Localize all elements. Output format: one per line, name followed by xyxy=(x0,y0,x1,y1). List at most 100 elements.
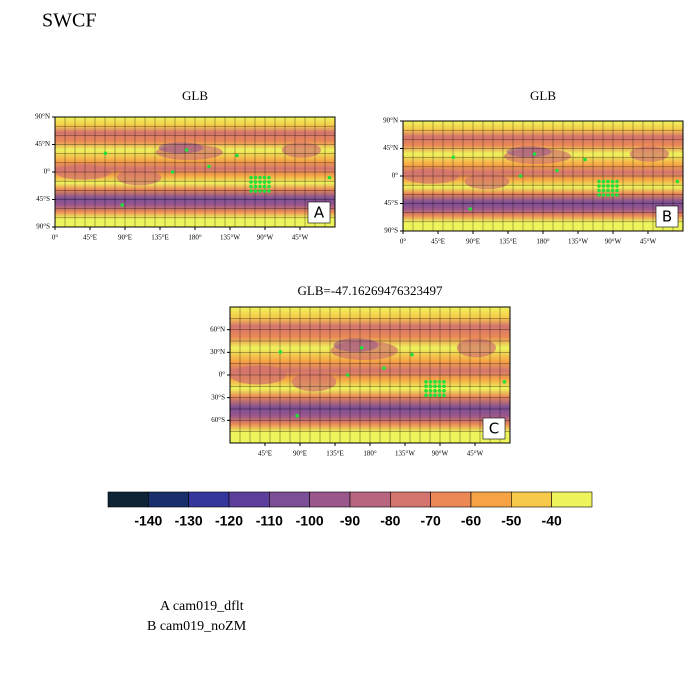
significance-dot xyxy=(615,188,619,193)
significance-dot xyxy=(249,175,253,180)
panel-title: GLB=-47.16269476323497 xyxy=(298,283,443,298)
significance-dot xyxy=(615,179,619,184)
lat-tick-label: 0° xyxy=(392,172,399,180)
lon-tick-label: 135°E xyxy=(151,234,169,242)
significance-dot xyxy=(428,393,433,398)
colorbar-box xyxy=(349,491,391,508)
lat-tick-label: 0° xyxy=(44,168,51,176)
colorbar-box xyxy=(188,491,230,508)
cloud-patch xyxy=(506,146,552,158)
panel-title: GLB xyxy=(530,88,556,103)
significance-dot xyxy=(262,189,267,193)
significance-dot xyxy=(601,193,606,197)
lat-tick-label: 90°S xyxy=(384,227,398,235)
lon-tick-label: 180° xyxy=(363,450,377,458)
significance-dot xyxy=(258,180,262,184)
significance-dot xyxy=(382,366,386,371)
significance-dot xyxy=(597,188,601,193)
panel-label: A xyxy=(314,204,325,222)
cloud-patch xyxy=(333,338,379,352)
significance-dot xyxy=(468,207,473,211)
significance-dot xyxy=(606,179,610,184)
colorbar-box xyxy=(228,491,270,508)
lat-tick-label: 60°N xyxy=(210,325,225,333)
legend-entry: B cam019_noZM xyxy=(147,619,247,634)
lon-tick-label: 135°W xyxy=(395,450,415,458)
lon-tick-label: 135°E xyxy=(326,450,344,458)
colorbar-box xyxy=(309,491,351,508)
significance-dot xyxy=(184,148,189,152)
lon-tick-label: 90°W xyxy=(605,238,622,246)
significance-dot xyxy=(253,184,258,189)
colorbar-label: -70 xyxy=(421,513,441,529)
significance-dot xyxy=(267,184,271,189)
significance-dot xyxy=(262,180,267,184)
significance-dot xyxy=(597,184,601,188)
colorbar-label: -120 xyxy=(215,513,243,529)
panel-label: B xyxy=(662,208,672,226)
lat-tick-label: 0° xyxy=(219,371,226,379)
significance-dot xyxy=(327,175,332,180)
significance-dot xyxy=(442,380,446,384)
lon-tick-label: 45°E xyxy=(83,234,97,242)
significance-dot xyxy=(249,180,253,184)
colorbar-label: -90 xyxy=(340,513,360,529)
lon-tick-label: 45°E xyxy=(431,238,445,246)
significance-dot xyxy=(442,384,446,389)
map xyxy=(54,116,336,228)
significance-dot xyxy=(437,380,442,384)
significance-dot xyxy=(253,189,258,193)
significance-dot xyxy=(424,393,428,398)
panel-label: C xyxy=(489,420,499,438)
lon-tick-label: 45°E xyxy=(258,450,272,458)
lat-tick-label: 90°N xyxy=(35,113,50,121)
figure-title: SWCF xyxy=(42,10,96,32)
panel-label-box xyxy=(482,417,506,440)
significance-dot xyxy=(267,189,271,193)
lat-tick-label: 45°N xyxy=(383,144,398,152)
colorbar-label: -110 xyxy=(256,513,283,529)
significance-dot xyxy=(170,170,175,174)
lon-tick-label: 90°W xyxy=(257,234,274,242)
panel-label-box xyxy=(655,205,679,228)
significance-dot xyxy=(410,352,414,357)
significance-dot xyxy=(258,189,262,193)
significance-dot xyxy=(249,189,253,193)
significance-dot xyxy=(601,188,606,193)
colorbar-label: -60 xyxy=(461,513,481,529)
lon-tick-label: 180° xyxy=(188,234,202,242)
significance-dot xyxy=(258,184,262,189)
colorbar-label: -130 xyxy=(175,513,203,529)
lon-tick-label: 45°W xyxy=(640,238,657,246)
colorbar-label: -40 xyxy=(542,513,562,529)
lon-tick-label: 180° xyxy=(536,238,550,246)
lon-tick-label: 45°W xyxy=(467,450,484,458)
lon-tick-label: 90°E xyxy=(293,450,307,458)
significance-dot xyxy=(253,180,258,184)
colorbar-label: -80 xyxy=(380,513,400,529)
legend-entry: A cam019_dflt xyxy=(160,599,244,614)
significance-dot xyxy=(428,384,433,389)
lon-tick-label: 45°W xyxy=(292,234,309,242)
lon-tick-label: 90°E xyxy=(118,234,132,242)
colorbar-box xyxy=(511,491,552,508)
significance-dot xyxy=(606,193,610,197)
significance-dot xyxy=(601,184,606,188)
lat-tick-label: 60°S xyxy=(211,416,225,424)
significance-dot xyxy=(207,164,211,169)
significance-dot xyxy=(235,153,239,158)
significance-dot xyxy=(615,184,619,188)
lat-tick-label: 45°S xyxy=(384,199,398,207)
significance-dot xyxy=(424,380,428,384)
lon-tick-label: 90°W xyxy=(432,450,449,458)
significance-dot xyxy=(258,175,262,180)
lat-tick-label: 30°S xyxy=(211,393,225,401)
significance-dot xyxy=(345,373,350,377)
lon-tick-label: 0° xyxy=(52,234,59,242)
significance-dot xyxy=(262,175,267,180)
significance-dot xyxy=(610,188,615,193)
significance-dot xyxy=(267,180,271,184)
colorbar-label: -100 xyxy=(296,513,324,529)
significance-dot xyxy=(555,168,559,173)
